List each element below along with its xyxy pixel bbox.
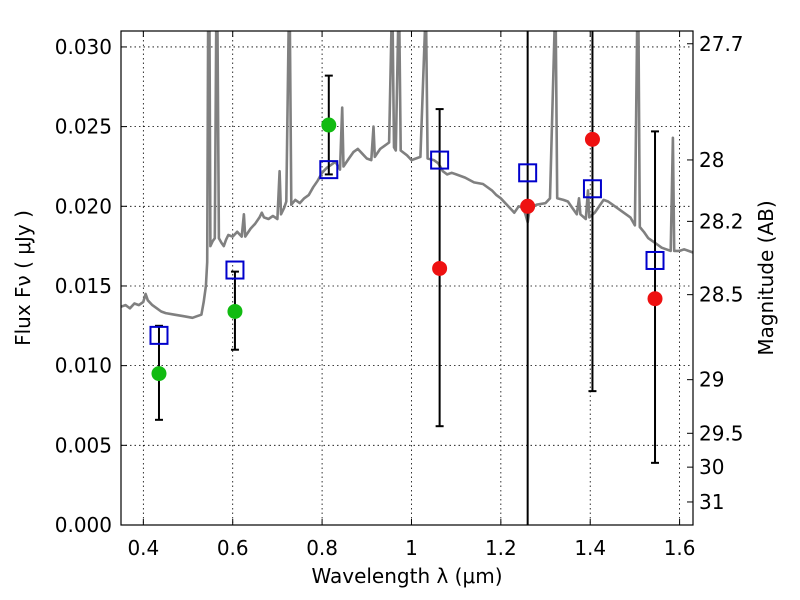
red-flux-point [584,131,600,147]
x-tick-label: 1.2 [485,536,517,560]
right-tick-label: 28.2 [699,209,744,233]
x-tick-label: 0.8 [306,536,338,560]
x-axis-label: Wavelength λ (μm) [311,564,502,588]
model-fluxes [149,150,665,345]
right-tick-label: 28.5 [699,283,744,307]
red-flux-point [432,260,448,276]
axis-ticks [121,31,693,526]
y-tick-label: 0.005 [55,433,112,457]
observed-fluxes [151,117,663,382]
template-line [121,31,693,320]
right-tick-label: 31 [699,490,724,514]
y-axis-label: Flux Fν ( μJy ) [11,210,35,346]
model-flux-marker [582,179,602,199]
x-tick-labels: 0.4 0.6 0.8 1 1.2 1.4 1.6 [127,536,695,560]
y-tick-label: 0.010 [55,354,112,378]
red-flux-point [520,198,536,214]
red-flux-point [647,291,663,307]
x-tick-label: 1 [405,536,418,560]
detection-point [321,117,337,133]
y-tick-labels: 0.000 0.005 0.010 0.015 0.020 0.025 0.030 [55,35,112,537]
y-tick-label: 0.000 [55,513,112,537]
right-axis-label: Magnitude (AB) [754,200,778,355]
model-flux-marker [149,325,169,345]
right-tick-label: 30 [699,455,724,479]
template-spectrum [121,31,693,320]
model-flux-marker [225,260,245,280]
detection-point [227,303,243,319]
x-tick-label: 1.6 [664,536,696,560]
right-tick-label: 29 [699,368,724,392]
model-flux-marker [319,160,339,180]
y-tick-label: 0.015 [55,274,112,298]
x-tick-label: 0.4 [127,536,159,560]
right-tick-label: 29.5 [699,421,744,445]
model-flux-marker [430,150,450,170]
y-tick-label: 0.030 [55,35,112,59]
y-tick-label: 0.020 [55,194,112,218]
x-tick-label: 0.6 [217,536,249,560]
right-tick-label: 28 [699,148,724,172]
y-tick-label: 0.025 [55,115,112,139]
model-flux-marker [518,163,538,183]
right-tick-labels: 27.7 28 28.2 28.5 29 29.5 30 31 [699,32,744,514]
plot-frame [120,30,694,526]
right-tick-label: 27.7 [699,32,744,56]
detection-point [151,366,167,382]
model-flux-marker [645,250,665,270]
x-tick-label: 1.4 [574,536,606,560]
